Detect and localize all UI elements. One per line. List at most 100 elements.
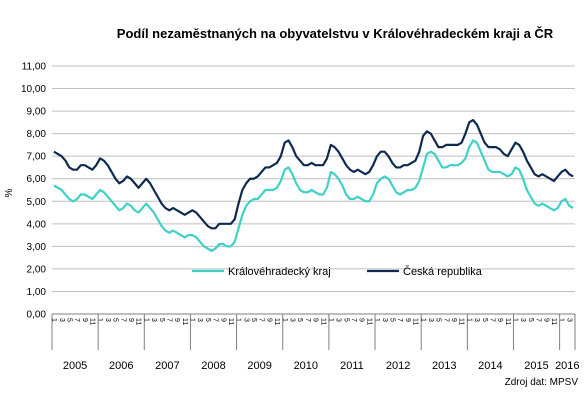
x-month-tick-label: 7 bbox=[304, 318, 311, 322]
x-month-tick-label: 5 bbox=[481, 318, 488, 322]
x-month-tick-label: 7 bbox=[535, 318, 542, 322]
series-line-ceska-republika bbox=[53, 119, 574, 230]
x-month-tick-label: 1 bbox=[327, 318, 334, 322]
x-month-tick-label: 5 bbox=[65, 318, 72, 322]
y-axis-label: % bbox=[4, 188, 15, 197]
x-month-tick-label: 5 bbox=[435, 318, 442, 322]
x-month-tick-label: 1 bbox=[235, 318, 242, 322]
x-month-tick-label: 11 bbox=[89, 318, 96, 325]
x-month-tick-label: 9 bbox=[219, 318, 226, 322]
x-year-label: 2006 bbox=[109, 360, 133, 372]
x-month-tick-label: 9 bbox=[312, 318, 319, 322]
x-month-tick-label: 9 bbox=[358, 318, 365, 322]
y-tick-label: 4,00 bbox=[27, 219, 47, 230]
x-month-tick-label: 9 bbox=[127, 318, 134, 322]
x-month-tick-label: 3 bbox=[58, 318, 65, 322]
gridlines bbox=[52, 65, 575, 315]
x-month-tick-label: 7 bbox=[165, 318, 172, 322]
x-month-tick-label: 1 bbox=[50, 318, 57, 322]
x-month-tick-label: 7 bbox=[258, 318, 265, 322]
x-month-tick-label: 7 bbox=[119, 318, 126, 322]
x-month-tick-label: 3 bbox=[335, 318, 342, 322]
x-year-label: 2005 bbox=[63, 360, 87, 372]
x-month-tick-label: 9 bbox=[265, 318, 272, 322]
y-tick-label: 5,00 bbox=[27, 197, 47, 208]
y-axis-ticks: 0,00 1,00 2,00 3,00 4,00 5,00 6,00 7,00 8,00 9,00… bbox=[21, 62, 46, 321]
legend-label-ceska-republika: Česká republika bbox=[403, 265, 483, 278]
y-tick-label: 11,00 bbox=[22, 62, 47, 73]
y-tick-label: 3,00 bbox=[27, 242, 47, 253]
x-month-tick-label: 1 bbox=[465, 318, 472, 322]
x-year-label: 2010 bbox=[294, 360, 318, 372]
x-month-tick-label: 1 bbox=[512, 318, 519, 322]
x-month-tick-label: 11 bbox=[273, 318, 280, 325]
y-tick-label: 2,00 bbox=[27, 264, 47, 275]
x-axis: 1 3 5 7 9 11 1 3 5 7 9 11 1 3 5 7 9 11 1 3 5 7 9 11 1 3 5 7 9 11 1 3 5 7 9… bbox=[50, 313, 580, 372]
x-month-tick-label: 11 bbox=[135, 318, 142, 325]
x-month-tick-label: 5 bbox=[250, 318, 257, 322]
x-month-tick-label: 11 bbox=[227, 318, 234, 325]
x-month-tick-label: 3 bbox=[381, 318, 388, 322]
x-month-tick-label: 3 bbox=[289, 318, 296, 322]
legend: Královéhradecký kraj Česká republika bbox=[192, 265, 483, 278]
x-month-tick-label: 1 bbox=[558, 318, 565, 322]
x-month-tick-label: 5 bbox=[204, 318, 211, 322]
series-line-kralovehradecky bbox=[53, 139, 574, 252]
x-year-label: 2014 bbox=[478, 360, 502, 372]
x-month-tick-label: 3 bbox=[427, 318, 434, 322]
x-year-label: 2009 bbox=[247, 360, 271, 372]
x-month-tick-label: 11 bbox=[458, 318, 465, 325]
y-tick-label: 9,00 bbox=[27, 107, 47, 118]
x-year-label: 2011 bbox=[340, 360, 364, 372]
x-month-tick-label: 9 bbox=[450, 318, 457, 322]
chart-title: Podíl nezaměstnaných na obyvatelstvu v K… bbox=[117, 26, 554, 41]
x-month-tick-label: 11 bbox=[412, 318, 419, 325]
x-month-tick-label: 1 bbox=[96, 318, 103, 322]
x-month-tick-label: 3 bbox=[104, 318, 111, 322]
x-month-tick-label: 7 bbox=[212, 318, 219, 322]
x-month-tick-label: 7 bbox=[396, 318, 403, 322]
x-month-tick-label: 11 bbox=[550, 318, 557, 325]
x-month-tick-label: 7 bbox=[442, 318, 449, 322]
x-month-tick-label: 7 bbox=[488, 318, 495, 322]
legend-label-kralovehradecky: Královéhradecký kraj bbox=[228, 266, 331, 278]
x-month-tick-label: 9 bbox=[81, 318, 88, 322]
x-month-tick-label: 7 bbox=[350, 318, 357, 322]
y-tick-label: 0,00 bbox=[27, 310, 47, 321]
x-month-tick-label: 3 bbox=[565, 318, 572, 322]
y-tick-label: 1,00 bbox=[27, 287, 47, 298]
x-month-tick-label: 3 bbox=[150, 318, 157, 322]
x-month-tick-label: 3 bbox=[473, 318, 480, 322]
x-month-tick-label: 7 bbox=[73, 318, 80, 322]
x-month-tick-label: 9 bbox=[542, 318, 549, 322]
x-month-tick-label: 5 bbox=[388, 318, 395, 322]
x-month-tick-label: 3 bbox=[196, 318, 203, 322]
x-year-label: 2012 bbox=[386, 360, 410, 372]
x-month-tick-label: 1 bbox=[189, 318, 196, 322]
y-tick-label: 10,00 bbox=[21, 84, 46, 95]
x-month-tick-label: 1 bbox=[373, 318, 380, 322]
x-month-tick-label: 3 bbox=[242, 318, 249, 322]
x-month-tick-label: 5 bbox=[112, 318, 119, 322]
series-lines bbox=[53, 119, 574, 252]
x-month-tick-label: 5 bbox=[342, 318, 349, 322]
source-note: Zdroj dat: MPSV bbox=[505, 377, 579, 388]
x-month-tick-label: 9 bbox=[173, 318, 180, 322]
x-month-tick-label: 5 bbox=[158, 318, 165, 322]
x-month-tick-label: 1 bbox=[419, 318, 426, 322]
x-year-label: 2015 bbox=[524, 360, 548, 372]
x-month-tick-label: 3 bbox=[519, 318, 526, 322]
x-month-tick-label: 5 bbox=[296, 318, 303, 322]
x-month-tick-label: 5 bbox=[527, 318, 534, 322]
x-month-tick-label: 1 bbox=[142, 318, 149, 322]
x-month-tick-label: 11 bbox=[365, 318, 372, 325]
x-year-label: 2007 bbox=[155, 360, 179, 372]
x-year-label: 2013 bbox=[432, 360, 456, 372]
x-month-tick-label: 11 bbox=[504, 318, 511, 325]
x-month-tick-label: 1 bbox=[281, 318, 288, 322]
x-year-label: 2008 bbox=[201, 360, 225, 372]
y-tick-label: 7,00 bbox=[27, 152, 47, 163]
x-year-label: 2016 bbox=[555, 360, 579, 372]
x-month-tick-label: 9 bbox=[404, 318, 411, 322]
